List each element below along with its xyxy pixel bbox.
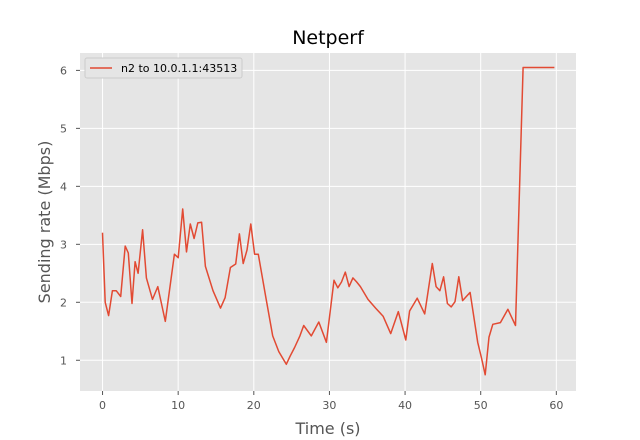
legend-box	[84, 57, 243, 79]
x-tick-label: 10	[171, 399, 185, 412]
series-line-n2	[101, 66, 555, 376]
x-tick-label: 30	[322, 399, 336, 412]
x-tick-label: 0	[99, 399, 106, 412]
y-tick-label: 6	[60, 64, 67, 77]
y-tick-label: 1	[60, 354, 67, 367]
y-tick-label: 3	[60, 238, 67, 251]
chart-title: Netperf	[292, 27, 365, 49]
y-tick-label: 4	[60, 180, 67, 193]
x-axis-label: Time (s)	[294, 419, 360, 438]
x-tick-label: 50	[474, 399, 488, 412]
plot-area	[80, 53, 576, 391]
legend-label: n2 to 10.0.1.1:43513	[121, 62, 237, 75]
y-axis-label: Sending rate (Mbps)	[35, 141, 54, 304]
y-tick-label: 5	[60, 122, 67, 135]
x-tick-label: 40	[398, 399, 412, 412]
legend: n2 to 10.0.1.1:43513	[84, 57, 243, 79]
grid-lines	[80, 53, 576, 391]
y-tick-label: 2	[60, 296, 67, 309]
x-tick-label: 20	[247, 399, 261, 412]
x-tick-label: 60	[549, 399, 563, 412]
axis-ticks: 0 10 20 30 40 50 60 1 2 3 4 5 6	[60, 64, 563, 412]
